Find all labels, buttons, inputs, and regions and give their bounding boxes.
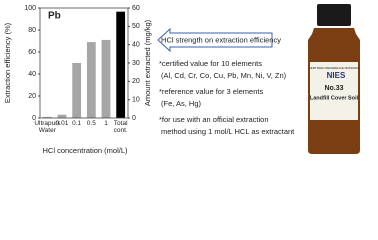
x-tick-label: 0.1 xyxy=(72,120,82,127)
y-tick-label: 40 xyxy=(28,71,36,78)
annotation: *for use with an official extraction xyxy=(159,115,269,124)
panel-label: Pb xyxy=(48,11,61,22)
y-tick-label: 20 xyxy=(28,93,36,100)
photo-name: Landfill Cover Soil xyxy=(310,95,359,101)
y2-tick-label: 20 xyxy=(132,78,140,85)
y-tick-label: 100 xyxy=(24,5,36,12)
y-tick-label: 0 xyxy=(32,115,36,122)
x-tick-box: 0.1 xyxy=(72,120,82,127)
y2-tick-label: 50 xyxy=(132,23,140,30)
x-tick-box: 0.5 xyxy=(86,120,96,127)
x-tick-label: 0.5 xyxy=(86,120,96,127)
figure: Pb HCl concentration (mol/L) Extraction … xyxy=(2,4,360,155)
bottle-label xyxy=(310,62,358,120)
photo-number: No.33 xyxy=(324,85,343,92)
x-tick-label: Ultrapure Water xyxy=(34,120,61,134)
x-tick-label: 1 xyxy=(104,120,108,127)
x-tick-box: 0.01 xyxy=(55,120,69,127)
annotation: (Fe, As, Hg) xyxy=(161,99,202,108)
annotation: *reference value for 3 elements xyxy=(159,87,263,96)
bar xyxy=(86,42,96,118)
bar xyxy=(72,63,82,118)
y2-tick-label: 10 xyxy=(132,97,140,104)
x-tick-box: Total cont. xyxy=(113,120,128,134)
bottle: CERTIFIED REFERENCE MATERIAL NIES No.33 … xyxy=(308,4,360,154)
x-tick-box: 1 xyxy=(104,120,108,127)
arrow xyxy=(157,27,273,53)
y2-tick-label: 30 xyxy=(132,60,140,67)
x-axis-title: HCl concentration (mol/L) xyxy=(42,146,128,155)
annotation: method using 1 mol/L HCL as extractant xyxy=(161,127,295,136)
y-tick-label: 80 xyxy=(28,27,36,34)
x-tick-box: Ultrapure Water xyxy=(34,120,61,134)
y2-tick-label: 0 xyxy=(132,115,136,122)
photo-brand: NIES xyxy=(327,71,346,80)
annotation: *certified value for 10 elements xyxy=(159,59,262,68)
photo-subtitle: CERTIFIED REFERENCE MATERIAL xyxy=(309,66,360,70)
y2-tick-label: 40 xyxy=(132,42,140,49)
y-axis-title: Extraction efficiency (%) xyxy=(3,22,12,103)
annotation: (Al, Cd, Cr, Co, Cu, Pb, Mn, Ni, V, Zn) xyxy=(161,71,287,80)
y-tick-label: 60 xyxy=(28,49,36,56)
bar xyxy=(101,39,111,118)
bar xyxy=(116,11,126,119)
y2-axis-title: Amount extracted (mg/kg) xyxy=(143,19,152,106)
x-tick-label: 0.01 xyxy=(55,120,69,127)
y2-tick-label: 60 xyxy=(132,5,140,12)
arrow-text: HCl strength on extraction efficiency xyxy=(161,35,281,44)
bar xyxy=(57,114,67,118)
bottle-cap xyxy=(317,4,351,26)
bar xyxy=(42,116,52,118)
plot-frame xyxy=(39,7,129,119)
x-tick-label: Total cont. xyxy=(113,120,128,134)
